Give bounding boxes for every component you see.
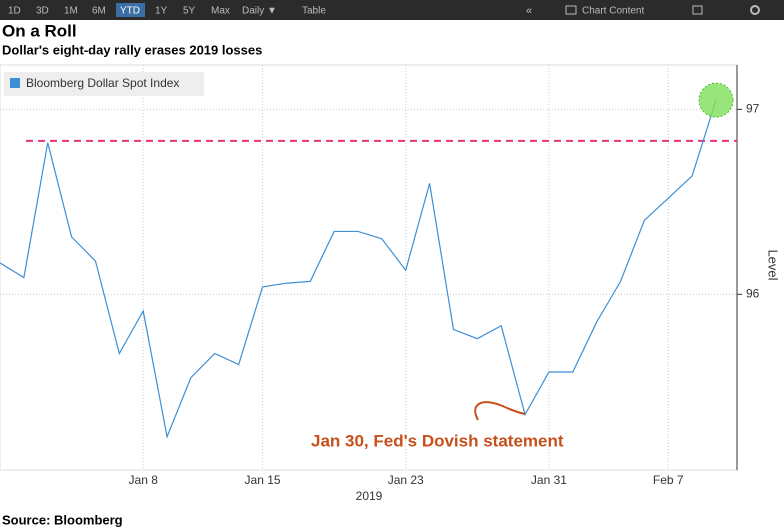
y-axis-label: Level — [766, 249, 781, 280]
y-tick-label: 96 — [746, 286, 760, 300]
x-tick-label: Jan 23 — [388, 473, 424, 487]
chart-title: On a Roll — [2, 21, 77, 40]
chart-subtitle: Dollar's eight-day rally erases 2019 los… — [2, 42, 262, 57]
plot: 96 97 Level Jan 8 Jan 15 Jan 23 Jan 31 Feb 7 201… — [0, 65, 781, 503]
range-button[interactable]: YTD — [120, 6, 140, 17]
range-button[interactable]: 1M — [64, 6, 78, 17]
active-range — [116, 3, 145, 17]
settings-icon[interactable] — [750, 5, 760, 15]
x-tick-label: Jan 15 — [245, 473, 281, 487]
range-button[interactable]: 3D — [36, 6, 49, 17]
range-button[interactable]: 1Y — [155, 6, 168, 17]
source: Source: Bloomberg — [2, 512, 123, 527]
toolbar — [0, 0, 784, 20]
series-line — [0, 99, 717, 439]
chart-icon — [565, 5, 577, 15]
edit-icon[interactable] — [692, 5, 703, 15]
x-tick-label: Jan 8 — [129, 473, 159, 487]
legend-swatch — [10, 78, 20, 88]
annotation-arrow — [474, 401, 526, 421]
y-tick-label: 97 — [746, 102, 760, 116]
range-button[interactable]: 1D — [8, 6, 21, 17]
frequency-button[interactable]: Daily ▼ — [242, 6, 277, 17]
legend-label: Bloomberg Dollar Spot Index — [26, 76, 179, 90]
table-button[interactable]: Table — [302, 6, 326, 17]
toolbar-items: 1D 3D 1M 6M YTD 1Y 5Y Max Daily ▼ Table Chart Cont… — [8, 3, 760, 17]
legend-box — [4, 72, 204, 96]
chart-content-button[interactable]: Chart Content — [582, 6, 644, 17]
range-button[interactable]: 6M — [92, 6, 106, 17]
collapse-icon: « — [526, 5, 532, 17]
highlight — [698, 82, 734, 118]
x-axis-label: 2019 — [356, 489, 383, 503]
annotation: Jan 30, Fed's Dovish statement — [311, 431, 564, 450]
range-button[interactable]: 5Y — [183, 6, 196, 17]
x-tick-label: Jan 31 — [531, 473, 567, 487]
plot-area — [0, 64, 738, 471]
x-tick-label: Feb 7 — [653, 473, 684, 487]
range-button[interactable]: Max — [211, 6, 230, 17]
